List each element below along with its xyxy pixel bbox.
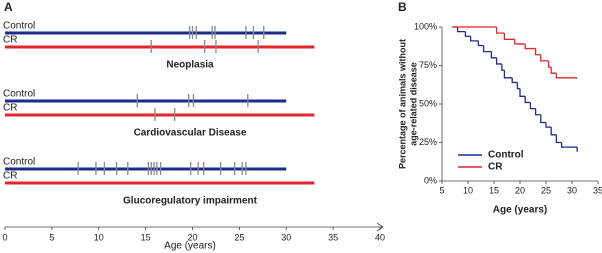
x-tick-label: 10 <box>463 185 473 195</box>
series-label: CR <box>3 171 17 182</box>
x-tick-label: 10 <box>94 232 104 242</box>
x-tick-label: 20 <box>515 185 525 195</box>
step-line <box>547 60 552 68</box>
x-tick-label: 5 <box>49 232 54 242</box>
step-line <box>495 27 505 34</box>
x-tick-label: 40 <box>375 232 385 242</box>
step-line <box>511 77 518 84</box>
step-line <box>490 51 497 59</box>
step-line <box>495 57 502 65</box>
step-line <box>545 122 552 128</box>
step-line <box>555 134 562 144</box>
series-label: Control <box>3 89 35 100</box>
x-tick-label: 35 <box>328 232 338 242</box>
step-line <box>519 88 526 97</box>
axis-arrow <box>376 222 384 232</box>
step-line <box>469 36 479 42</box>
y-tick-label: 75% <box>419 60 437 70</box>
step-line <box>550 67 557 74</box>
step-line <box>560 142 572 148</box>
x-axis-title: Age (years) <box>493 205 547 216</box>
step-line <box>503 33 515 40</box>
step-line <box>501 63 505 71</box>
panel-label: B <box>398 0 407 14</box>
series-label: Control <box>3 157 35 168</box>
step-line <box>540 114 546 124</box>
y-tick-label: 50% <box>419 98 437 108</box>
group-title: Cardiovascular Disease <box>134 128 247 139</box>
step-line <box>514 39 526 45</box>
y-tick-label: 25% <box>419 137 437 147</box>
x-tick-label: 35 <box>593 185 602 195</box>
step-line <box>540 54 549 62</box>
x-tick-label: 30 <box>281 232 291 242</box>
x-tick-label: 25 <box>541 185 551 195</box>
x-axis-title: Age (years) <box>164 241 216 252</box>
step-line <box>534 108 541 116</box>
x-tick-label: 25 <box>234 232 244 242</box>
step-line <box>516 82 520 90</box>
x-tick-label: 30 <box>567 185 577 195</box>
x-tick-label: 5 <box>439 185 444 195</box>
step-line <box>534 48 541 56</box>
step-line <box>555 73 578 79</box>
y-axis-title: age-related disease <box>408 62 418 146</box>
group-title: Neoplasia <box>166 60 214 71</box>
legend-label: Control <box>488 150 524 161</box>
x-tick-label: 20 <box>187 232 197 242</box>
series-label: Control <box>3 21 35 32</box>
step-line <box>482 45 492 53</box>
step-line <box>524 43 536 50</box>
step-line <box>464 31 471 37</box>
step-line <box>456 27 466 33</box>
step-line <box>477 40 484 47</box>
legend-label: CR <box>488 162 503 173</box>
step-line <box>529 102 536 110</box>
y-tick-label: 100% <box>414 21 437 31</box>
series-label: CR <box>3 35 17 46</box>
group-title: Glucoregulatory impairment <box>123 196 258 207</box>
x-tick-label: 0 <box>2 232 7 242</box>
y-tick-label: 0% <box>424 175 437 185</box>
x-tick-label: 15 <box>489 185 499 195</box>
y-axis-title: Percentage of animals without <box>397 39 407 169</box>
step-line <box>550 127 557 136</box>
series-label: CR <box>3 103 17 114</box>
step-line <box>524 96 531 104</box>
x-tick-label: 15 <box>141 232 151 242</box>
step-line <box>503 70 513 79</box>
panel-label: A <box>4 0 13 14</box>
